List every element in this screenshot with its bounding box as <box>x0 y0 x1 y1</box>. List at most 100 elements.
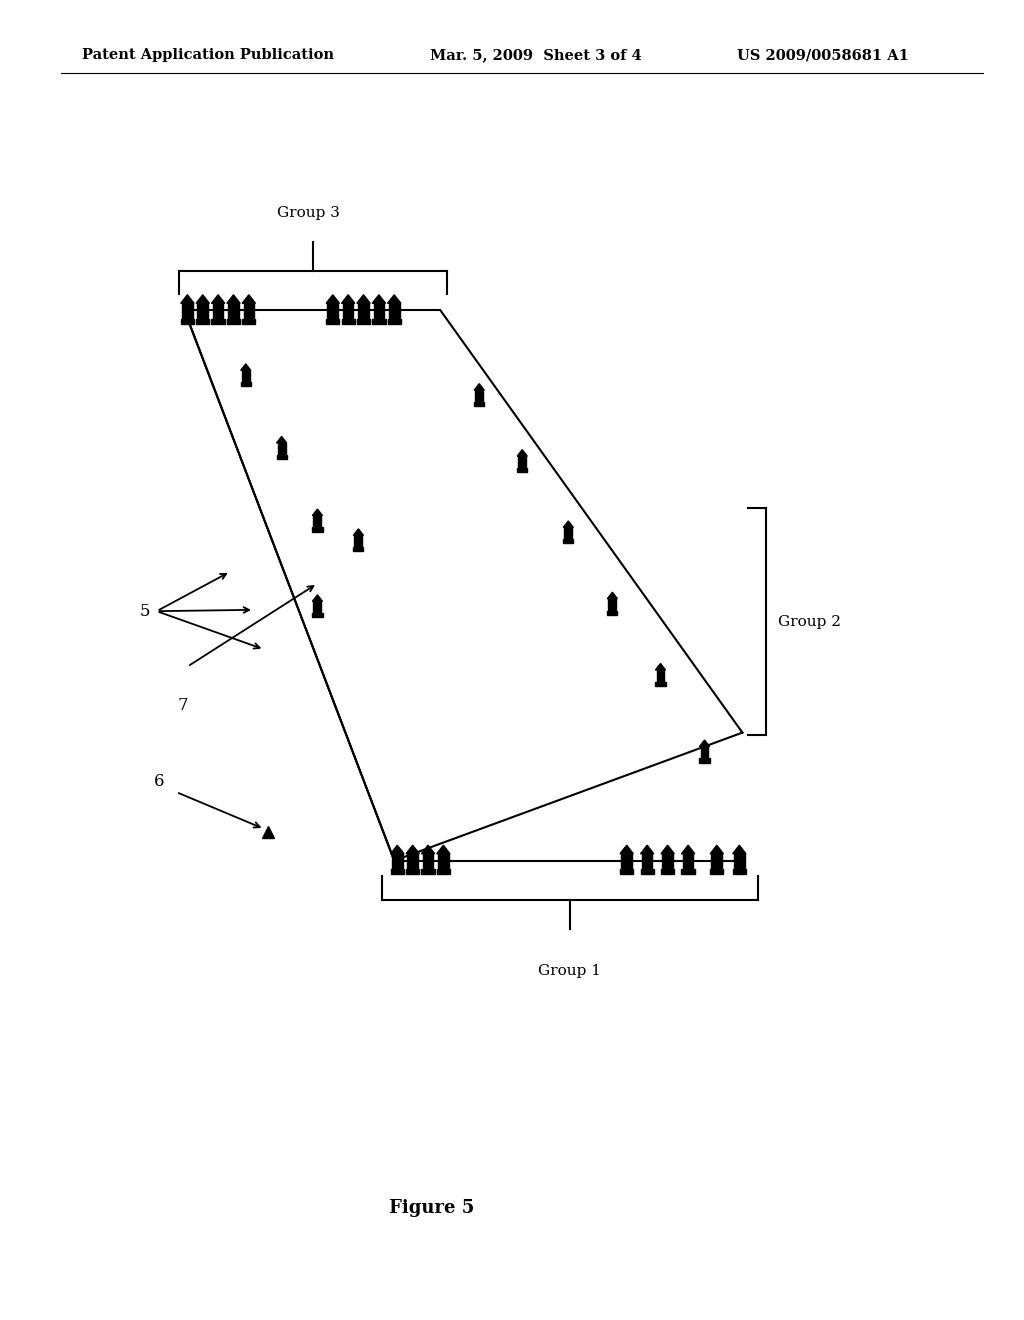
Bar <box>436 870 451 874</box>
Bar <box>656 671 665 681</box>
Polygon shape <box>655 664 666 671</box>
Bar <box>517 469 527 473</box>
Polygon shape <box>276 437 287 444</box>
Polygon shape <box>607 593 617 599</box>
Text: Mar. 5, 2009  Sheet 3 of 4: Mar. 5, 2009 Sheet 3 of 4 <box>430 49 642 62</box>
Bar <box>406 870 420 874</box>
Polygon shape <box>342 294 355 304</box>
Bar <box>683 854 693 870</box>
Bar <box>198 304 208 318</box>
Bar <box>475 391 483 401</box>
Bar <box>354 536 362 546</box>
Bar <box>276 455 287 459</box>
Bar <box>356 318 371 323</box>
Text: Group 1: Group 1 <box>539 964 601 978</box>
Bar <box>682 870 695 874</box>
Bar <box>326 318 340 323</box>
Bar <box>228 304 239 318</box>
Bar <box>564 528 572 539</box>
Bar <box>391 870 403 874</box>
Text: Patent Application Publication: Patent Application Publication <box>82 49 334 62</box>
Text: 5: 5 <box>139 603 150 619</box>
Text: Group 3: Group 3 <box>276 206 340 220</box>
Polygon shape <box>312 595 323 602</box>
Bar <box>607 611 617 615</box>
Polygon shape <box>241 364 251 371</box>
Bar <box>422 870 434 874</box>
Bar <box>197 318 210 323</box>
Bar <box>313 516 322 527</box>
Bar <box>663 854 673 870</box>
Bar <box>182 304 193 318</box>
Text: Group 2: Group 2 <box>778 615 842 628</box>
Polygon shape <box>436 845 451 854</box>
Polygon shape <box>373 294 385 304</box>
Bar <box>244 304 254 318</box>
Bar <box>734 854 744 870</box>
Bar <box>227 318 240 323</box>
Polygon shape <box>406 845 420 854</box>
Polygon shape <box>227 294 240 304</box>
Bar <box>373 318 385 323</box>
Bar <box>242 318 256 323</box>
Text: 6: 6 <box>154 774 164 789</box>
Bar <box>563 540 573 544</box>
Polygon shape <box>682 845 694 854</box>
Bar <box>242 371 250 381</box>
Bar <box>642 854 652 870</box>
Polygon shape <box>353 529 364 536</box>
Bar <box>387 318 401 323</box>
Bar <box>621 870 633 874</box>
Bar <box>641 870 654 874</box>
Bar <box>423 854 433 870</box>
Bar <box>712 854 722 870</box>
Polygon shape <box>733 845 745 854</box>
Bar <box>699 759 710 763</box>
Polygon shape <box>711 845 723 854</box>
Text: 7: 7 <box>177 697 187 714</box>
Polygon shape <box>326 294 340 304</box>
Bar <box>278 444 286 454</box>
Polygon shape <box>211 294 225 304</box>
Bar <box>662 870 675 874</box>
Polygon shape <box>391 845 403 854</box>
Polygon shape <box>563 521 573 528</box>
Bar <box>655 682 666 686</box>
Bar <box>353 548 364 552</box>
Bar <box>518 457 526 467</box>
Bar <box>312 614 323 618</box>
Polygon shape <box>621 845 633 854</box>
Polygon shape <box>662 845 674 854</box>
Bar <box>608 599 616 610</box>
Bar <box>241 383 251 387</box>
Polygon shape <box>474 384 484 391</box>
Bar <box>438 854 449 870</box>
Bar <box>408 854 418 870</box>
Bar <box>733 870 745 874</box>
Bar <box>211 318 225 323</box>
Bar <box>213 304 223 318</box>
Bar <box>700 747 709 758</box>
Polygon shape <box>242 294 256 304</box>
Bar <box>389 304 399 318</box>
Polygon shape <box>312 510 323 516</box>
Polygon shape <box>641 845 653 854</box>
Bar <box>711 870 723 874</box>
Polygon shape <box>197 294 210 304</box>
Polygon shape <box>356 294 371 304</box>
Bar <box>622 854 632 870</box>
Bar <box>474 403 484 407</box>
Polygon shape <box>180 294 195 304</box>
Polygon shape <box>422 845 434 854</box>
Text: Figure 5: Figure 5 <box>389 1199 474 1217</box>
Text: US 2009/0058681 A1: US 2009/0058681 A1 <box>737 49 909 62</box>
Bar <box>392 854 402 870</box>
Bar <box>180 318 195 323</box>
Bar <box>342 318 355 323</box>
Bar <box>358 304 369 318</box>
Bar <box>328 304 338 318</box>
Bar <box>374 304 384 318</box>
Polygon shape <box>517 450 527 457</box>
Bar <box>312 528 323 532</box>
Polygon shape <box>699 741 710 747</box>
